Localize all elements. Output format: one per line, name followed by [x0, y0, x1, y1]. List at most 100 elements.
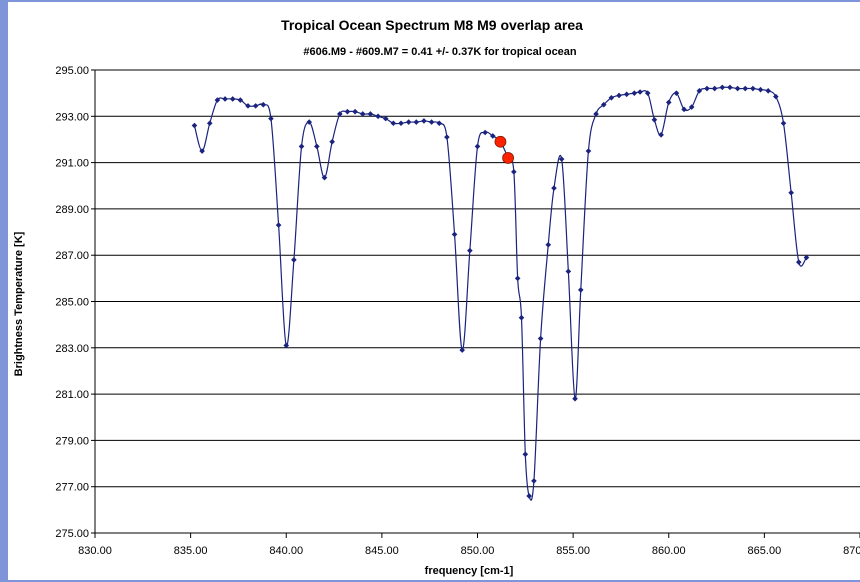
data-point	[451, 231, 458, 238]
data-point	[608, 94, 615, 101]
data-point	[511, 169, 517, 175]
data-point	[291, 257, 297, 263]
highlight-point	[494, 135, 507, 148]
data-point	[375, 113, 381, 120]
data-point	[283, 342, 290, 349]
data-point	[631, 90, 638, 96]
chart: Tropical Ocean Spectrum M8 M9 overlap ar…	[13, 17, 860, 577]
x-tick-label: 860.00	[652, 545, 686, 557]
data-point	[444, 134, 450, 140]
data-point	[252, 103, 259, 109]
y-tick-label: 281.00	[55, 389, 89, 401]
series-line	[193, 86, 807, 501]
grid	[95, 69, 860, 488]
x-tick-label: 835.00	[174, 545, 208, 557]
data-point	[436, 120, 443, 127]
chart-title: Tropical Ocean Spectrum M8 M9 overlap ar…	[281, 17, 583, 33]
y-tick-label: 289.00	[55, 204, 89, 216]
data-point	[321, 174, 328, 181]
data-point	[206, 120, 213, 127]
data-point	[658, 132, 664, 138]
data-point	[711, 85, 718, 92]
data-point	[696, 88, 703, 94]
data-point	[551, 185, 557, 191]
data-point	[788, 189, 794, 196]
data-point	[637, 89, 643, 95]
y-tick-label: 283.00	[55, 343, 89, 355]
data-point	[268, 115, 274, 122]
data-point	[734, 85, 741, 92]
data-point	[526, 493, 532, 499]
highlight-points	[494, 135, 515, 164]
data-point	[727, 84, 733, 91]
data-point	[260, 101, 267, 108]
data-point	[780, 120, 787, 127]
data-point	[585, 148, 592, 154]
y-tick-label: 293.00	[55, 111, 89, 123]
data-point	[352, 108, 358, 115]
data-point	[275, 222, 282, 228]
x-tick-labels: 830.00 835.00 840.00 845.00 850.00 855.00 860.…	[78, 545, 860, 557]
data-point	[665, 99, 672, 106]
data-point	[329, 138, 335, 145]
data-point	[413, 119, 420, 125]
data-point	[467, 247, 473, 254]
data-point	[191, 122, 198, 129]
data-point	[572, 395, 578, 402]
data-point	[222, 96, 228, 102]
y-tick-label: 277.00	[55, 482, 89, 494]
x-tick-label: 865.00	[748, 545, 782, 557]
data-point	[565, 268, 572, 275]
data-point	[405, 119, 412, 125]
y-axis-title: Brightness Temperature [K]	[13, 231, 25, 376]
data-point	[482, 129, 488, 136]
data-point	[421, 118, 427, 124]
data-point	[474, 143, 481, 150]
data-point	[644, 90, 651, 96]
data-point	[514, 275, 521, 282]
data-point	[765, 88, 771, 94]
y-tick-label: 285.00	[55, 297, 89, 309]
series-markers	[191, 84, 810, 499]
data-point	[337, 111, 343, 117]
data-point	[214, 97, 221, 103]
data-point	[577, 287, 584, 293]
x-axis-title: frequency [cm-1]	[425, 565, 514, 577]
data-point	[742, 85, 749, 92]
y-tick-label: 295.00	[55, 65, 89, 77]
series-path	[193, 86, 807, 501]
data-point	[593, 111, 599, 117]
data-point	[704, 85, 710, 92]
data-point	[616, 92, 622, 99]
data-point	[600, 101, 607, 108]
x-tick-label: 840.00	[269, 545, 303, 557]
data-point	[359, 111, 366, 117]
y-tick-label: 291.00	[55, 158, 89, 170]
x-tick-label: 830.00	[78, 545, 112, 557]
y-tick-label: 287.00	[55, 250, 89, 262]
data-point	[719, 84, 726, 91]
data-point	[623, 91, 630, 98]
x-tick-label: 870.00	[843, 545, 860, 557]
data-point	[531, 478, 537, 484]
highlight-point	[502, 152, 515, 164]
data-point	[382, 115, 389, 122]
data-point	[459, 347, 465, 353]
data-point	[428, 119, 435, 125]
data-point	[673, 90, 680, 96]
data-point	[367, 111, 374, 117]
data-point	[306, 119, 312, 125]
data-point	[750, 85, 756, 92]
data-point	[518, 314, 525, 321]
data-point	[199, 148, 205, 154]
x-tick-label: 850.00	[461, 545, 495, 557]
data-point	[558, 156, 565, 162]
data-point	[522, 451, 529, 458]
data-point	[681, 106, 687, 113]
data-point	[398, 120, 404, 127]
x-tick-label: 855.00	[556, 545, 590, 557]
data-point	[245, 103, 251, 109]
data-point	[803, 254, 810, 261]
data-point	[237, 97, 244, 103]
